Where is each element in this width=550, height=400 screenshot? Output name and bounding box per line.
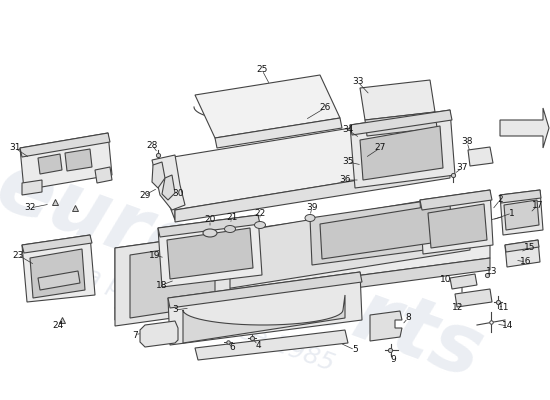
Polygon shape [500, 108, 549, 148]
Polygon shape [504, 200, 539, 230]
Text: 14: 14 [502, 322, 514, 330]
Text: 27: 27 [375, 144, 386, 152]
Polygon shape [155, 160, 175, 220]
Polygon shape [215, 118, 342, 148]
Text: 3: 3 [172, 306, 178, 314]
Text: 33: 33 [352, 78, 364, 86]
Polygon shape [152, 155, 185, 210]
Text: 5: 5 [352, 346, 358, 354]
Ellipse shape [255, 222, 266, 228]
Polygon shape [370, 311, 402, 341]
Polygon shape [38, 271, 80, 290]
Polygon shape [20, 133, 112, 190]
Polygon shape [115, 232, 230, 326]
Polygon shape [455, 289, 492, 307]
Text: 34: 34 [342, 126, 354, 134]
Ellipse shape [224, 226, 235, 232]
Polygon shape [22, 235, 92, 253]
Polygon shape [95, 167, 112, 183]
Text: 23: 23 [12, 250, 24, 260]
Polygon shape [468, 147, 493, 166]
Text: 35: 35 [342, 158, 354, 166]
Text: 31: 31 [9, 144, 21, 152]
Polygon shape [360, 126, 443, 180]
Text: 21: 21 [226, 214, 238, 222]
Polygon shape [350, 110, 455, 188]
Text: 4: 4 [255, 340, 261, 350]
Polygon shape [140, 321, 178, 347]
Polygon shape [168, 272, 362, 345]
Polygon shape [130, 242, 215, 318]
Text: 6: 6 [229, 344, 235, 352]
Polygon shape [152, 162, 165, 188]
Polygon shape [20, 133, 110, 157]
Polygon shape [175, 165, 450, 222]
Text: 8: 8 [405, 314, 411, 322]
Ellipse shape [305, 214, 315, 222]
Text: 9: 9 [390, 356, 396, 364]
Text: 32: 32 [24, 204, 36, 212]
Text: 15: 15 [524, 244, 536, 252]
Polygon shape [22, 180, 42, 195]
Text: 24: 24 [52, 320, 64, 330]
Text: 20: 20 [204, 216, 216, 224]
Polygon shape [38, 154, 62, 174]
Polygon shape [168, 272, 362, 308]
Polygon shape [500, 190, 543, 235]
Polygon shape [365, 112, 437, 136]
Polygon shape [200, 193, 470, 293]
Text: 30: 30 [172, 188, 184, 198]
Polygon shape [500, 190, 541, 203]
Text: 2: 2 [497, 196, 503, 204]
Text: 25: 25 [256, 66, 268, 74]
Text: 12: 12 [452, 302, 464, 312]
Text: 26: 26 [320, 104, 331, 112]
Polygon shape [155, 115, 450, 210]
Polygon shape [195, 330, 348, 360]
Polygon shape [167, 228, 253, 279]
Polygon shape [195, 75, 340, 138]
Text: 39: 39 [306, 202, 318, 212]
Polygon shape [158, 215, 262, 287]
Text: 10: 10 [440, 276, 452, 284]
Polygon shape [65, 149, 92, 171]
Text: 17: 17 [532, 200, 544, 210]
Polygon shape [30, 249, 85, 298]
Text: 7: 7 [132, 330, 138, 340]
Polygon shape [162, 175, 175, 200]
Text: a passion since 1985: a passion since 1985 [82, 264, 338, 376]
Text: 1: 1 [509, 208, 515, 218]
Text: 13: 13 [486, 268, 498, 276]
Polygon shape [505, 240, 539, 252]
Polygon shape [183, 295, 345, 343]
Text: 16: 16 [520, 258, 532, 266]
Text: 11: 11 [498, 304, 510, 312]
Text: eurosports: eurosports [0, 144, 494, 396]
Polygon shape [320, 203, 452, 259]
Polygon shape [420, 190, 492, 210]
Polygon shape [310, 196, 462, 265]
Polygon shape [22, 235, 95, 302]
Polygon shape [450, 274, 477, 289]
Polygon shape [420, 190, 493, 254]
Polygon shape [428, 204, 487, 248]
Polygon shape [158, 215, 260, 237]
Ellipse shape [203, 229, 217, 237]
Polygon shape [115, 258, 490, 320]
Polygon shape [350, 110, 452, 135]
Text: 38: 38 [461, 138, 473, 146]
Text: 37: 37 [456, 164, 468, 172]
Text: 36: 36 [339, 176, 351, 184]
Text: 22: 22 [254, 208, 266, 218]
Text: 29: 29 [139, 190, 151, 200]
Polygon shape [115, 195, 490, 308]
Polygon shape [505, 240, 540, 267]
Text: 28: 28 [146, 140, 158, 150]
Text: 19: 19 [149, 250, 161, 260]
Polygon shape [360, 80, 435, 120]
Text: 18: 18 [156, 280, 168, 290]
